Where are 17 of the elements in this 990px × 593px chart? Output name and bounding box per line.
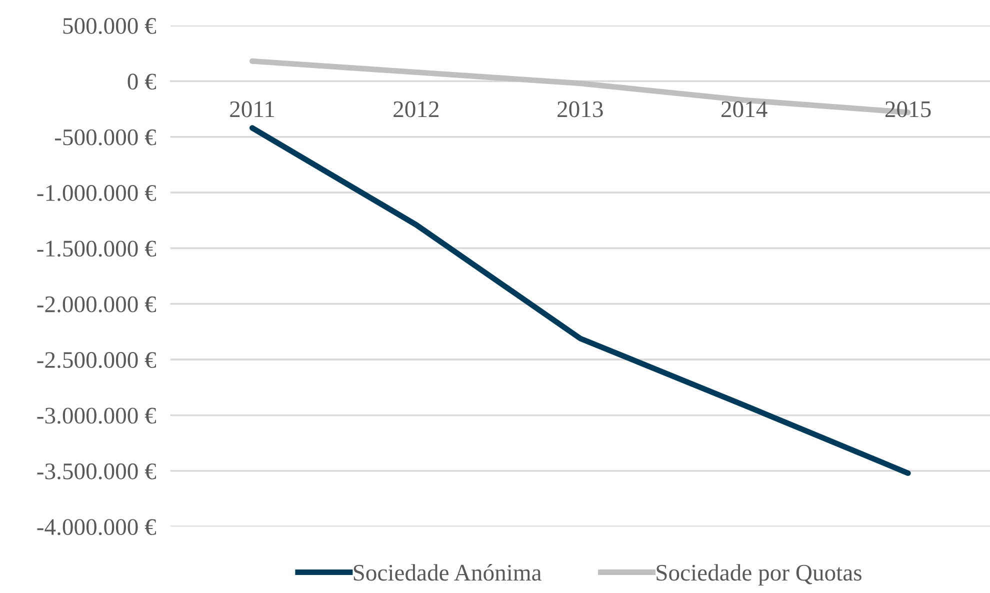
y-tick-label: -4.000.000 € bbox=[37, 519, 156, 536]
legend-label: Sociedade por Quotas bbox=[656, 564, 862, 586]
legend-label: Sociedade Anónima bbox=[354, 564, 542, 581]
y-tick-label: -3.000.000 € bbox=[37, 408, 156, 424]
x-tick-label: 2015 bbox=[885, 101, 931, 118]
y-tick-label: -1.000.000 € bbox=[37, 185, 156, 202]
y-tick-label: 500.000 € bbox=[63, 18, 156, 34]
x-tick-label: 2014 bbox=[722, 101, 768, 118]
x-tick-label: 2011 bbox=[230, 101, 274, 118]
x-tick-label: 2013 bbox=[558, 101, 603, 118]
y-tick-label: -3.500.000 € bbox=[37, 463, 156, 480]
y-tick-label: -2.000.000 € bbox=[37, 296, 156, 312]
y-tick-label: -500.000 € bbox=[54, 129, 156, 146]
y-tick-label: -1.500.000 € bbox=[37, 240, 156, 257]
y-tick-label: -2.500.000 € bbox=[37, 352, 156, 368]
x-tick-label: 2012 bbox=[394, 101, 439, 118]
y-tick-label: 0 € bbox=[128, 74, 156, 90]
